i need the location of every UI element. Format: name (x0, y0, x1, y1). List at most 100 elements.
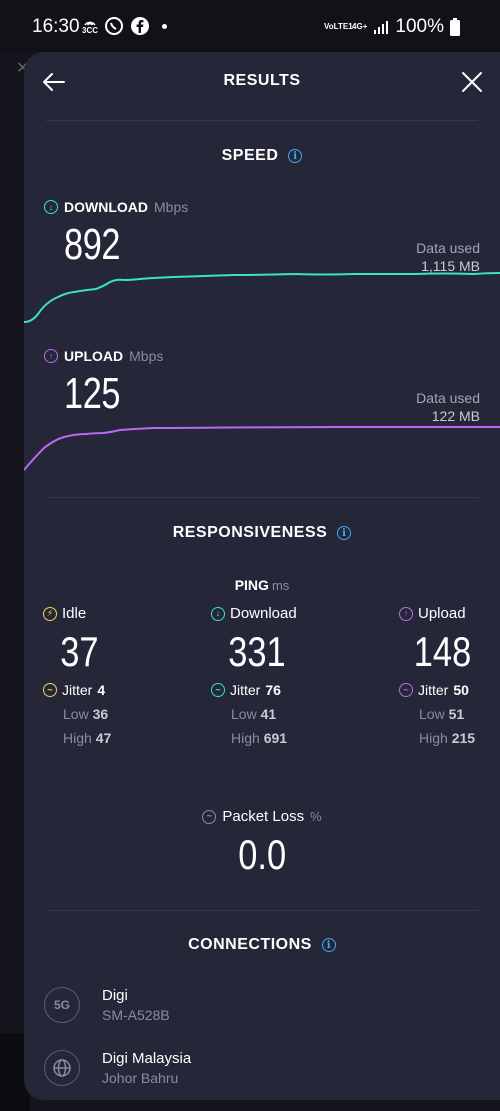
ping-idle-jitter: ~ Jitter 4 (43, 682, 111, 698)
responsiveness-section-title: RESPONSIVENESS i (24, 524, 500, 542)
server-name: Digi Malaysia (102, 1050, 192, 1067)
high-label: High (419, 730, 448, 746)
ping-idle-column: ⚡ Idle 37 ~ Jitter 4 Low 36 High 47 (43, 605, 111, 746)
upload-data-used-label: Data used (416, 390, 480, 406)
ping-label-text: PING (234, 577, 269, 593)
jitter-label: Jitter (62, 682, 93, 698)
status-tag-3cc: 3CC (82, 26, 99, 35)
ping-upload-column: ↑ Upload 148 ~ Jitter 50 Low 51 High 215 (399, 605, 487, 746)
connections-info-icon[interactable]: i (321, 938, 336, 952)
upload-unit: Mbps (129, 348, 164, 364)
connection-carrier: 5G Digi SM-A528B (44, 987, 170, 1023)
ping-idle-low-value: 36 (92, 706, 109, 722)
network-type: 4G+ (352, 22, 368, 31)
connections-title: CONNECTIONS (188, 936, 312, 953)
ping-idle-low: Low 36 (43, 706, 111, 722)
low-label: Low (231, 706, 257, 722)
download-speed-graph (24, 272, 500, 323)
jitter-wave-icon: ~ (211, 683, 225, 697)
packet-loss-icon: ~ (202, 809, 217, 824)
jitter-wave-icon: ~ (399, 683, 413, 697)
close-icon[interactable] (456, 66, 488, 98)
facebook-icon (131, 17, 150, 35)
ping-idle-header: ⚡ Idle (43, 605, 111, 622)
signal-icon (374, 21, 389, 34)
download-unit: Mbps (154, 199, 189, 215)
ping-idle-high-value: 47 (95, 730, 112, 746)
high-label: High (63, 730, 92, 746)
battery-percent: 100% (395, 16, 444, 37)
upload-label-text: UPLOAD (64, 348, 124, 364)
connection-server: Digi Malaysia Johor Bahru (44, 1050, 191, 1086)
ping-download-low: Low 41 (211, 706, 302, 722)
globe-icon (44, 1050, 80, 1086)
ping-upload-high: High 215 (399, 730, 487, 746)
ping-download-column: ↓ Download 331 ~ Jitter 76 Low 41 High 6… (211, 605, 302, 746)
ping-download-header: ↓ Download (211, 605, 302, 622)
ping-idle-value: 37 (60, 628, 99, 675)
5g-icon: 5G (44, 987, 80, 1023)
ping-upload-value: 148 (413, 628, 472, 675)
responsiveness-info-icon[interactable]: i (337, 526, 352, 540)
ping-download-high-value: 691 (263, 730, 288, 746)
idle-bolt-icon: ⚡ (43, 606, 57, 621)
upload-data-used: Data used 122 MB (416, 389, 480, 425)
low-label: Low (419, 706, 445, 722)
connection-server-text: Digi Malaysia Johor Bahru (102, 1050, 191, 1086)
jitter-label: Jitter (230, 682, 261, 698)
upload-data-used-value: 122 MB (431, 408, 480, 424)
upload-speed-graph (24, 426, 500, 471)
status-bar: 16:30 3CC VoLTE1 4G+ 100% (0, 0, 500, 52)
upload-arrow-icon: ↑ (399, 606, 413, 621)
packet-loss-header: ~ Packet Loss % (24, 808, 500, 825)
download-data-used-label: Data used (416, 240, 480, 256)
server-location: Johor Bahru (102, 1070, 179, 1086)
whatsapp-icon (105, 17, 124, 35)
ping-idle-high: High 47 (43, 730, 111, 746)
ping-upload-header: ↑ Upload (399, 605, 487, 622)
jitter-wave-icon: ~ (43, 683, 57, 697)
ping-upload-jitter-value: 50 (453, 682, 469, 698)
ping-download-high: High 691 (211, 730, 302, 746)
jitter-label: Jitter (418, 682, 449, 698)
packet-loss-value: 0.0 (238, 831, 286, 878)
upload-speed-value: 125 (64, 369, 121, 418)
ping-download-jitter: ~ Jitter 76 (211, 682, 302, 698)
ping-upload-low-value: 51 (448, 706, 465, 722)
speed-section-title: SPEED i (24, 147, 500, 165)
battery-icon (450, 18, 460, 36)
ping-download-value: 331 (228, 628, 286, 675)
high-label: High (231, 730, 260, 746)
results-header: RESULTS (24, 52, 500, 110)
speed-info-icon[interactable]: i (288, 149, 303, 163)
upload-label: ↑ UPLOAD Mbps (44, 348, 163, 364)
connection-carrier-text: Digi SM-A528B (102, 987, 170, 1023)
download-data-used-value: 1,115 MB (421, 258, 480, 274)
hotspot-icon: 3CC (82, 17, 98, 35)
responsiveness-title: RESPONSIVENESS (172, 524, 328, 541)
speed-title: SPEED (221, 147, 279, 164)
results-card: RESULTS SPEED i ↓ DOWNLOAD Mbps 892 Data… (24, 52, 500, 1100)
status-time: 16:30 (32, 16, 80, 37)
ping-upload-jitter: ~ Jitter 50 (399, 682, 487, 698)
ping-upload-low: Low 51 (399, 706, 487, 722)
low-label: Low (63, 706, 89, 722)
ping-upload-high-value: 215 (451, 730, 476, 746)
ping-download-label: Download (230, 605, 297, 622)
responsiveness-divider (46, 910, 478, 911)
upload-arrow-icon: ↑ (44, 349, 58, 363)
packet-loss-label: Packet Loss (222, 808, 305, 825)
notification-dot-icon (162, 23, 168, 29)
page-title: RESULTS (223, 72, 301, 89)
ping-idle-label: Idle (62, 605, 87, 622)
speed-divider (46, 497, 478, 498)
header-divider (46, 120, 478, 121)
download-label: ↓ DOWNLOAD Mbps (44, 199, 188, 215)
download-label-text: DOWNLOAD (64, 199, 148, 215)
back-arrow-icon[interactable] (38, 66, 70, 98)
volte-tag: VoLTE1 (324, 22, 353, 31)
download-arrow-icon: ↓ (44, 200, 58, 214)
ping-download-jitter-value: 76 (265, 682, 281, 698)
status-icons-left: 3CC (82, 16, 168, 36)
ping-idle-jitter-value: 4 (97, 682, 106, 698)
